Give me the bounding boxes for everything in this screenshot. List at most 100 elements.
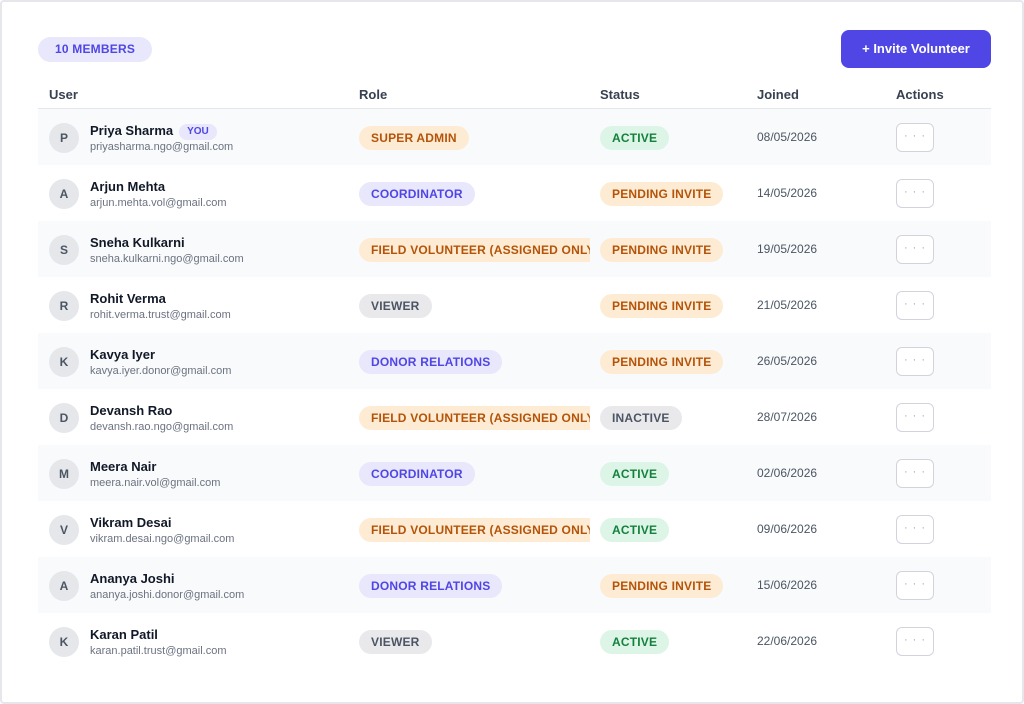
avatar: A <box>49 179 79 209</box>
user-name: Vikram Desai <box>90 515 171 530</box>
avatar: K <box>49 627 79 657</box>
avatar: R <box>49 291 79 321</box>
status-badge: ACTIVE <box>600 630 670 654</box>
invite-volunteer-button[interactable]: + Invite Volunteer <box>841 30 991 68</box>
user-name-text: Priya Sharma <box>90 123 174 138</box>
joined-date: 22/06/2026 <box>757 634 818 648</box>
user-email: devansh.rao.ngo@gmail.com <box>90 421 234 433</box>
user-name: Ananya Joshi <box>90 571 175 586</box>
user-email: rohit.verma.trust@gmail.com <box>90 309 231 321</box>
row-actions-button[interactable]: · · · <box>896 459 934 488</box>
user-name: Priya Sharma YOU <box>90 123 217 140</box>
table-body: P Priya Sharma YOU priyasharma.ngo@gmail.… <box>38 109 991 669</box>
row-actions-button[interactable]: · · · <box>896 179 934 208</box>
table-row: P Priya Sharma YOU priyasharma.ngo@gmail.… <box>38 109 991 165</box>
row-actions-button[interactable]: · · · <box>896 515 934 544</box>
user-name: Karan Patil <box>90 627 158 642</box>
status-badge: PENDING INVITE <box>600 182 724 206</box>
joined-date: 09/06/2026 <box>757 522 818 536</box>
role-badge: VIEWER <box>359 630 432 654</box>
user-email: ananya.joshi.donor@gmail.com <box>90 589 245 601</box>
role-badge: FIELD VOLUNTEER (ASSIGNED ONLY) <box>359 518 590 542</box>
user-email: priyasharma.ngo@gmail.com <box>90 141 234 153</box>
role-badge: COORDINATOR <box>359 182 475 206</box>
row-actions-button[interactable]: · · · <box>896 627 934 656</box>
status-badge: INACTIVE <box>600 406 682 430</box>
user-name-text: Meera Nair <box>90 459 157 474</box>
joined-date: 19/05/2026 <box>757 242 818 256</box>
avatar: K <box>49 347 79 377</box>
status-badge: ACTIVE <box>600 518 670 542</box>
user-name: Arjun Mehta <box>90 179 165 194</box>
table-row: K Kavya Iyer kavya.iyer.donor@gmail.com … <box>38 333 991 389</box>
user-name-text: Karan Patil <box>90 627 158 642</box>
user-email: meera.nair.vol@gmail.com <box>90 477 221 489</box>
status-badge: ACTIVE <box>600 462 670 486</box>
row-actions-button[interactable]: · · · <box>896 347 934 376</box>
user-name-text: Ananya Joshi <box>90 571 175 586</box>
table-row: A Arjun Mehta arjun.mehta.vol@gmail.com … <box>38 165 991 221</box>
row-actions-button[interactable]: · · · <box>896 403 934 432</box>
status-badge: PENDING INVITE <box>600 294 724 318</box>
role-badge: DONOR RELATIONS <box>359 574 503 598</box>
user-name: Sneha Kulkarni <box>90 235 185 250</box>
table-row: K Karan Patil karan.patil.trust@gmail.co… <box>38 613 991 669</box>
row-actions-button[interactable]: · · · <box>896 123 934 152</box>
joined-date: 21/05/2026 <box>757 298 818 312</box>
joined-date: 28/07/2026 <box>757 410 818 424</box>
status-badge: PENDING INVITE <box>600 574 724 598</box>
user-name-text: Sneha Kulkarni <box>90 235 185 250</box>
table-row: M Meera Nair meera.nair.vol@gmail.com CO… <box>38 445 991 501</box>
user-email: arjun.mehta.vol@gmail.com <box>90 197 227 209</box>
avatar: S <box>49 235 79 265</box>
role-badge: FIELD VOLUNTEER (ASSIGNED ONLY) <box>359 406 590 430</box>
avatar: M <box>49 459 79 489</box>
table-header: User Role Status Joined Actions <box>38 80 991 109</box>
role-badge: FIELD VOLUNTEER (ASSIGNED ONLY) <box>359 238 590 262</box>
role-badge: COORDINATOR <box>359 462 475 486</box>
joined-date: 26/05/2026 <box>757 354 818 368</box>
user-email: sneha.kulkarni.ngo@gmail.com <box>90 253 244 265</box>
user-name-text: Vikram Desai <box>90 515 172 530</box>
avatar: V <box>49 515 79 545</box>
user-email: karan.patil.trust@gmail.com <box>90 645 227 657</box>
you-badge: YOU <box>179 124 217 140</box>
user-name-text: Rohit Verma <box>90 291 166 306</box>
column-header-actions: Actions <box>896 87 944 102</box>
column-header-user[interactable]: User <box>49 87 78 102</box>
avatar: A <box>49 571 79 601</box>
role-badge: VIEWER <box>359 294 432 318</box>
role-badge: SUPER ADMIN <box>359 126 469 150</box>
user-name: Meera Nair <box>90 459 156 474</box>
column-header-status[interactable]: Status <box>600 87 640 102</box>
user-email: kavya.iyer.donor@gmail.com <box>90 365 232 377</box>
avatar: D <box>49 403 79 433</box>
table-row: R Rohit Verma rohit.verma.trust@gmail.co… <box>38 277 991 333</box>
user-name-text: Kavya Iyer <box>90 347 156 362</box>
status-badge: PENDING INVITE <box>600 350 724 374</box>
status-badge: ACTIVE <box>600 126 670 150</box>
user-name-text: Devansh Rao <box>90 403 173 418</box>
table-row: A Ananya Joshi ananya.joshi.donor@gmail.… <box>38 557 991 613</box>
table-row: V Vikram Desai vikram.desai.ngo@gmail.co… <box>38 501 991 557</box>
row-actions-button[interactable]: · · · <box>896 571 934 600</box>
user-name: Kavya Iyer <box>90 347 155 362</box>
role-badge: DONOR RELATIONS <box>359 350 503 374</box>
members-table: User Role Status Joined Actions P Priya … <box>38 80 991 669</box>
column-header-role[interactable]: Role <box>359 87 388 102</box>
table-row: D Devansh Rao devansh.rao.ngo@gmail.com … <box>38 389 991 445</box>
user-name-text: Arjun Mehta <box>90 179 166 194</box>
status-badge: PENDING INVITE <box>600 238 724 262</box>
row-actions-button[interactable]: · · · <box>896 235 934 264</box>
table-row: S Sneha Kulkarni sneha.kulkarni.ngo@gmai… <box>38 221 991 277</box>
user-email: vikram.desai.ngo@gmail.com <box>90 533 235 545</box>
row-actions-button[interactable]: · · · <box>896 291 934 320</box>
joined-date: 14/05/2026 <box>757 186 818 200</box>
column-header-joined[interactable]: Joined <box>757 87 799 102</box>
user-name: Devansh Rao <box>90 403 172 418</box>
joined-date: 15/06/2026 <box>757 578 818 592</box>
avatar: P <box>49 123 79 153</box>
user-name: Rohit Verma <box>90 291 166 306</box>
members-count-badge: 10 MEMBERS <box>38 37 153 62</box>
